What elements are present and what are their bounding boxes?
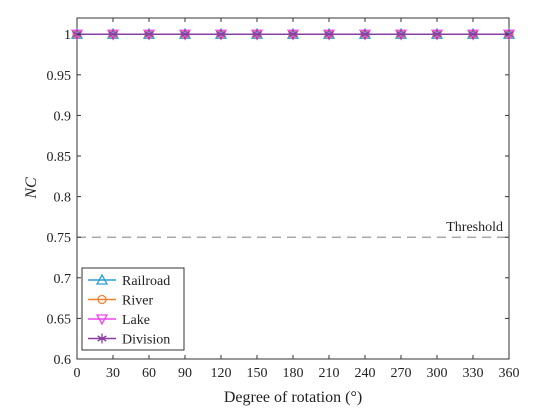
series-layer	[70, 27, 516, 41]
y-ticks: 0.6 0.65 0.7 0.75 0.8 0.85 0.9 0.95 1	[47, 28, 509, 368]
y-tick-label: 0.8	[54, 191, 72, 206]
x-tick-label: 180	[283, 366, 304, 381]
x-tick-label: 270	[391, 366, 412, 381]
data-point	[216, 29, 226, 40]
y-tick-label: 0.65	[47, 312, 72, 327]
data-point	[252, 29, 262, 40]
legend-marker	[95, 273, 109, 285]
y-tick-label: 0.9	[54, 109, 72, 124]
legend-label: Railroad	[122, 274, 170, 289]
data-point	[108, 29, 118, 40]
x-tick-label: 60	[142, 366, 156, 381]
data-point	[432, 29, 442, 40]
y-tick-label: 0.85	[47, 150, 72, 165]
data-point	[324, 29, 334, 40]
x-axis-label: Degree of rotation (°)	[224, 389, 362, 406]
series-division	[72, 29, 514, 40]
x-tick-label: 90	[178, 366, 192, 381]
y-tick-label: 0.7	[54, 272, 72, 287]
x-tick-label: 360	[499, 366, 520, 381]
threshold-layer: Threshold	[77, 220, 509, 238]
legend-marker	[97, 294, 107, 305]
legend-label: River	[122, 294, 153, 309]
x-tick-label: 240	[355, 366, 376, 381]
x-tick-label: 120	[211, 366, 232, 381]
data-point	[396, 29, 406, 40]
data-point	[180, 29, 190, 40]
data-point	[144, 29, 154, 40]
y-tick-label: 0.6	[54, 353, 72, 368]
x-tick-label: 150	[247, 366, 268, 381]
y-tick-label: 0.75	[47, 231, 72, 246]
data-point	[360, 29, 370, 40]
legend-label: Division	[122, 333, 170, 348]
y-tick-label: 1	[64, 28, 71, 43]
x-tick-label: 300	[427, 366, 448, 381]
legend-marker	[95, 314, 109, 326]
legend-marker	[97, 333, 107, 344]
x-ticks: 0 30 60 90 120 150 180 210 240 270 300 330 360	[74, 18, 520, 381]
legend-entry-lake: Lake	[88, 313, 150, 328]
x-tick-label: 330	[463, 366, 484, 381]
legend-entry-division: Division	[88, 333, 170, 348]
threshold-label: Threshold	[446, 220, 503, 235]
legend: Railroad River Lake Division	[81, 267, 185, 351]
y-tick-label: 0.95	[47, 69, 72, 84]
x-tick-label: 210	[319, 366, 340, 381]
data-point	[468, 29, 478, 40]
legend-entry-railroad: Railroad	[88, 273, 170, 289]
data-point	[288, 29, 298, 40]
legend-label: Lake	[122, 313, 150, 328]
x-tick-label: 0	[74, 366, 81, 381]
legend-entry-river: River	[88, 294, 153, 309]
y-axis-label: NC	[23, 177, 40, 200]
x-tick-label: 30	[106, 366, 120, 381]
